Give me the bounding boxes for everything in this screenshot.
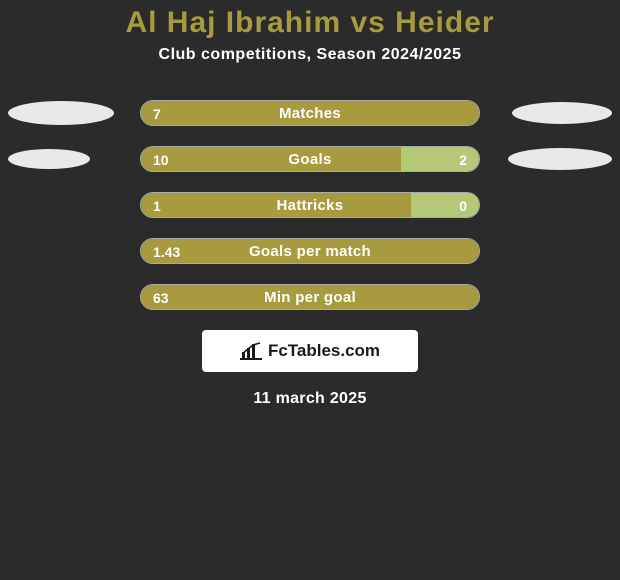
stat-label: Goals bbox=[141, 147, 479, 172]
decorative-ellipse-right bbox=[512, 102, 612, 124]
stat-bar: 10Hattricks bbox=[140, 192, 480, 218]
decorative-ellipse-right bbox=[508, 148, 612, 170]
stat-label: Hattricks bbox=[141, 193, 479, 218]
stat-row: 7Matches bbox=[0, 100, 620, 126]
stat-label: Min per goal bbox=[141, 285, 479, 310]
stat-row: 1.43Goals per match bbox=[0, 238, 620, 264]
brand-text: FcTables.com bbox=[268, 341, 380, 361]
infographic-root: Al Haj Ibrahim vs Heider Club competitio… bbox=[0, 0, 620, 580]
stat-label: Matches bbox=[141, 101, 479, 126]
stat-bar: 7Matches bbox=[140, 100, 480, 126]
stat-row: 102Goals bbox=[0, 146, 620, 172]
stat-bar: 1.43Goals per match bbox=[140, 238, 480, 264]
date-text: 11 march 2025 bbox=[0, 390, 620, 408]
page-title: Al Haj Ibrahim vs Heider bbox=[0, 0, 620, 40]
decorative-ellipse-left bbox=[8, 149, 90, 169]
stat-bar: 63Min per goal bbox=[140, 284, 480, 310]
stat-row: 63Min per goal bbox=[0, 284, 620, 310]
brand-inner: FcTables.com bbox=[240, 341, 380, 361]
decorative-ellipse-left bbox=[8, 101, 114, 125]
stat-label: Goals per match bbox=[141, 239, 479, 264]
stat-bar: 102Goals bbox=[140, 146, 480, 172]
brand-box: FcTables.com bbox=[202, 330, 418, 372]
subtitle: Club competitions, Season 2024/2025 bbox=[0, 46, 620, 64]
stats-area: 7Matches 102Goals 10Hattricks 1.43Goals per… bbox=[0, 100, 620, 310]
stat-row: 10Hattricks bbox=[0, 192, 620, 218]
bar-chart-icon bbox=[240, 342, 262, 360]
